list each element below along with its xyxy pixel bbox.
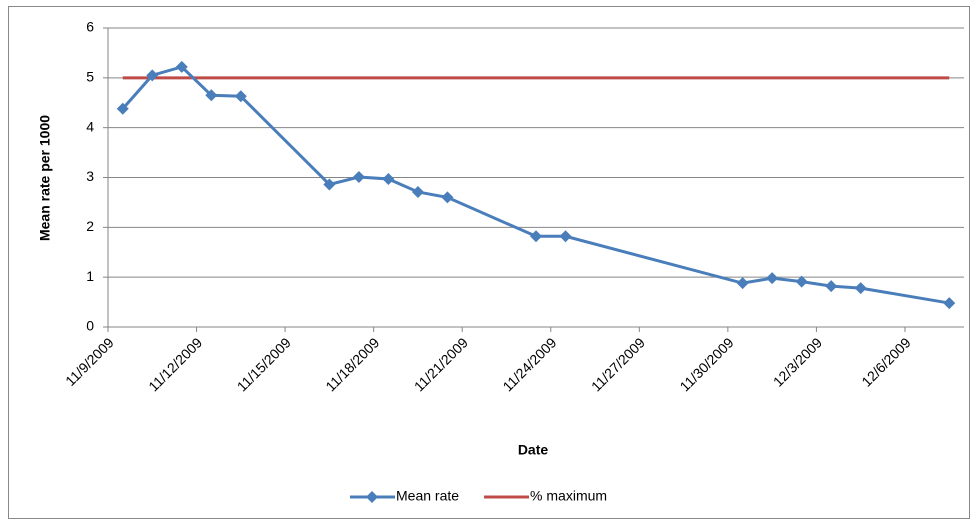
y-tick-label: 4 [86,118,94,134]
marker [825,280,838,293]
marker [352,171,365,184]
marker [411,185,424,198]
marker [382,172,395,185]
marker [323,178,336,191]
chart-frame [8,6,970,519]
marker [530,230,542,243]
legend-label: Mean rate [396,488,459,504]
marker [175,60,188,73]
y-tick-label: 1 [86,268,94,284]
legend-label: % maximum [530,488,607,504]
marker [736,277,749,290]
marker [146,69,159,82]
legend-marker [366,491,378,503]
y-tick-label: 6 [86,19,94,35]
marker [854,282,867,295]
y-tick-label: 5 [86,69,94,85]
y-axis-title: Mean rate per 1000 [37,115,53,241]
marker [943,297,956,310]
x-axis-title: Date [518,442,549,458]
marker [234,90,247,103]
y-tick-label: 2 [86,218,94,234]
y-tick-label: 3 [86,168,94,184]
y-tick-label: 0 [86,318,94,334]
marker [116,102,129,115]
marker [766,272,779,285]
marker [795,275,808,288]
marker [559,230,572,243]
marker [205,89,218,102]
marker [441,191,454,204]
